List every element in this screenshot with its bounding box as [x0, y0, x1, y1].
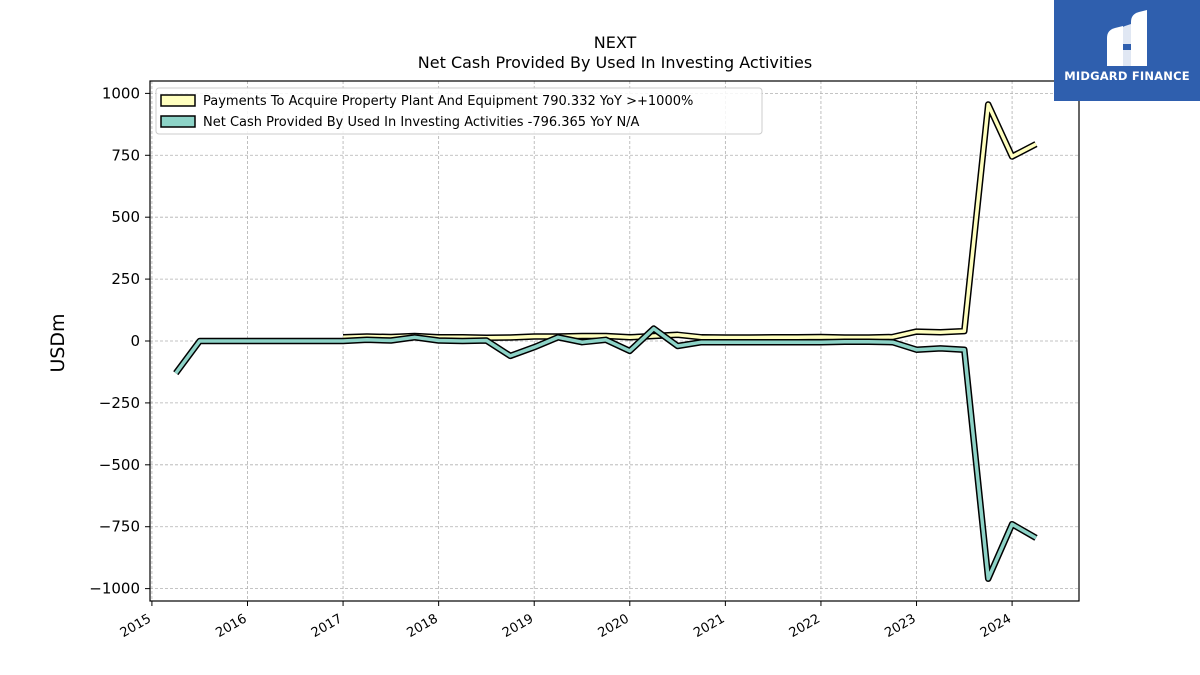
- y-tick-label: 1000: [102, 84, 140, 102]
- y-tick-label: −750: [99, 518, 140, 536]
- y-tick-label: −250: [99, 394, 140, 412]
- series-lines: [173, 101, 1038, 582]
- chart-title: NEXT: [594, 33, 637, 52]
- x-tick-label: 2017: [309, 611, 345, 641]
- x-tick-label: 2024: [978, 611, 1014, 641]
- series-outline-1: [173, 325, 1038, 582]
- series-outline-0: [342, 101, 1038, 342]
- x-tick-label: 2023: [882, 611, 918, 641]
- x-axis: 2015 2016 2017 2018 2019 2020 2021 2022 2023 2024: [118, 601, 1014, 641]
- logo-mark-icon: [1107, 10, 1147, 66]
- series-line-1: [174, 326, 1037, 581]
- x-tick-label: 2018: [404, 611, 440, 641]
- x-tick-label: 2021: [691, 611, 727, 641]
- y-tick-label: −500: [99, 456, 140, 474]
- y-tick-label: −1000: [89, 580, 140, 598]
- y-axis: 1000 750 500 250 0 −250 −500 −750 −1000: [89, 84, 150, 598]
- y-tick-label: 250: [111, 270, 140, 288]
- legend-box: [155, 87, 763, 135]
- legend-swatch-ppe: [160, 94, 196, 107]
- x-tick-label: 2020: [596, 611, 632, 641]
- brand-logo: MIDGARD FINANCE: [1054, 0, 1200, 101]
- y-axis-label: USDm: [47, 313, 69, 372]
- legend-label-investing: Net Cash Provided By Used In Investing A…: [203, 115, 640, 130]
- legend-swatch-investing: [160, 115, 196, 128]
- legend-label-ppe: Payments To Acquire Property Plant And E…: [203, 94, 693, 109]
- y-tick-label: 750: [111, 146, 140, 164]
- series-line-0: [343, 102, 1037, 340]
- x-tick-label: 2015: [118, 611, 154, 641]
- chart-subtitle: Net Cash Provided By Used In Investing A…: [418, 53, 812, 72]
- x-tick-label: 2022: [787, 611, 823, 641]
- legend: Payments To Acquire Property Plant And E…: [155, 87, 763, 135]
- x-tick-label: 2016: [213, 611, 249, 641]
- logo-wordmark: MIDGARD FINANCE: [1064, 69, 1190, 83]
- y-tick-label: 0: [130, 332, 140, 350]
- y-tick-label: 500: [111, 208, 140, 226]
- x-tick-label: 2019: [500, 611, 536, 641]
